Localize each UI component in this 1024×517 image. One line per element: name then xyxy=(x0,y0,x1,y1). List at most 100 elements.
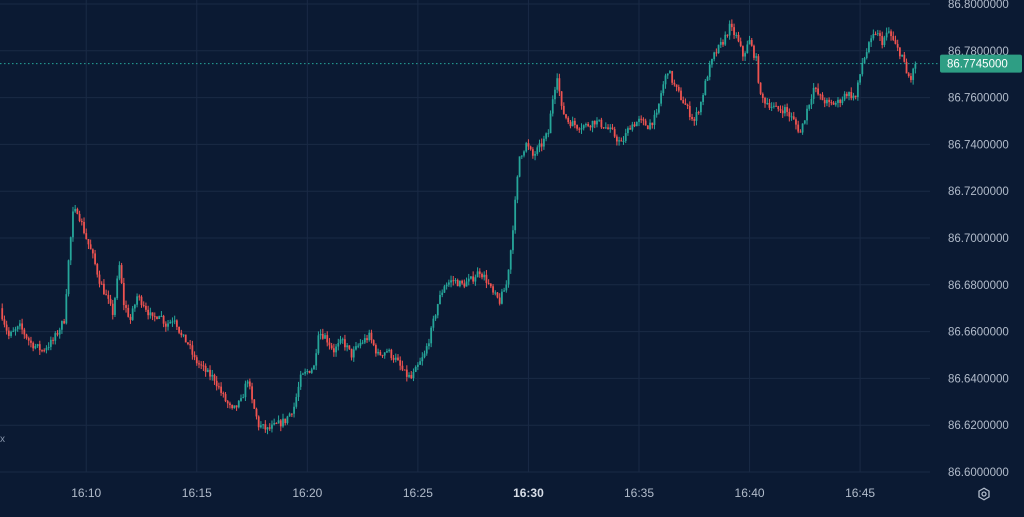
candle-body xyxy=(317,335,320,354)
candle-body xyxy=(304,371,307,374)
candle-body xyxy=(505,284,508,291)
candle-body xyxy=(344,339,346,348)
candle-body xyxy=(401,365,404,370)
candle-body xyxy=(799,131,802,133)
candle-body xyxy=(613,129,616,137)
candle-body xyxy=(450,280,452,283)
candle-body xyxy=(69,237,72,261)
candle-body xyxy=(474,277,477,282)
candle-body xyxy=(587,124,590,127)
candle-body xyxy=(487,282,490,284)
candle-body xyxy=(775,105,777,107)
candle xyxy=(560,91,563,110)
candle xyxy=(494,290,497,296)
candle-body xyxy=(770,106,773,108)
candle-body xyxy=(635,121,638,127)
candle-body xyxy=(841,99,844,103)
candle xyxy=(702,93,705,106)
candle-body xyxy=(602,127,605,129)
candle-body xyxy=(21,323,24,330)
candle xyxy=(120,262,123,284)
candle-body xyxy=(370,332,373,341)
candle-body xyxy=(328,342,331,346)
candle xyxy=(74,205,77,213)
candle xyxy=(489,283,492,289)
candle xyxy=(556,73,559,94)
candle xyxy=(912,67,915,85)
candle xyxy=(509,249,512,274)
candle-body xyxy=(728,23,731,36)
candle xyxy=(691,113,693,121)
candle xyxy=(903,51,906,63)
candle xyxy=(761,92,764,103)
candle-body xyxy=(881,35,884,45)
candle-body xyxy=(828,99,831,103)
candle-body xyxy=(693,119,696,121)
candle-body xyxy=(363,338,366,343)
candle-body xyxy=(536,147,539,154)
candle-body xyxy=(609,127,612,130)
candle xyxy=(72,206,74,242)
candle-body xyxy=(233,405,236,409)
candle-body xyxy=(282,418,284,427)
candle-body xyxy=(324,335,326,339)
candle-body xyxy=(461,280,464,284)
candle-body xyxy=(768,103,771,108)
candle-body xyxy=(355,346,357,350)
candle-body xyxy=(193,354,196,358)
candle-body xyxy=(388,349,391,352)
candle xyxy=(704,78,707,96)
candle-body xyxy=(361,342,364,344)
candle-body xyxy=(122,282,125,306)
candle-body xyxy=(682,100,685,104)
candle-body xyxy=(582,125,585,129)
candle xyxy=(907,72,910,78)
candle-body xyxy=(887,31,890,33)
candle-body xyxy=(834,102,837,105)
candle xyxy=(580,123,583,134)
candle xyxy=(892,31,895,42)
candle-body xyxy=(664,75,667,85)
candle-body xyxy=(279,420,282,427)
candle-body xyxy=(529,146,532,150)
candle-body xyxy=(629,128,632,130)
candle xyxy=(138,294,141,301)
candle-body xyxy=(83,221,85,234)
candle-body xyxy=(509,250,512,270)
candle xyxy=(458,280,461,288)
candle xyxy=(306,369,309,375)
candle-body xyxy=(87,239,90,245)
candle-body xyxy=(576,124,578,129)
candle xyxy=(905,58,908,74)
chart-settings-button[interactable] xyxy=(974,484,994,504)
candle xyxy=(392,354,395,363)
candle-body xyxy=(779,109,782,111)
y-tick-label: 86.7000000 xyxy=(948,233,1009,245)
candle xyxy=(545,132,548,142)
candle xyxy=(36,343,39,348)
candle-body xyxy=(235,405,238,408)
candle xyxy=(733,23,735,39)
candle xyxy=(187,342,189,346)
candle xyxy=(549,110,552,134)
candle xyxy=(421,352,424,366)
candle xyxy=(200,361,203,370)
candle-body xyxy=(715,52,718,54)
candle xyxy=(485,269,488,289)
y-tick-label: 86.6000000 xyxy=(948,467,1009,479)
candle-body xyxy=(821,94,824,101)
candle-body xyxy=(578,128,581,130)
candle xyxy=(896,39,899,52)
candle-body xyxy=(145,305,147,310)
candle xyxy=(814,86,817,93)
candle-body xyxy=(271,424,273,429)
candle-body xyxy=(850,92,853,99)
candle xyxy=(352,346,355,362)
candle-body xyxy=(36,344,39,347)
candle xyxy=(452,275,455,286)
candle-body xyxy=(54,333,57,341)
candle xyxy=(158,315,161,320)
candle-body xyxy=(297,386,300,398)
